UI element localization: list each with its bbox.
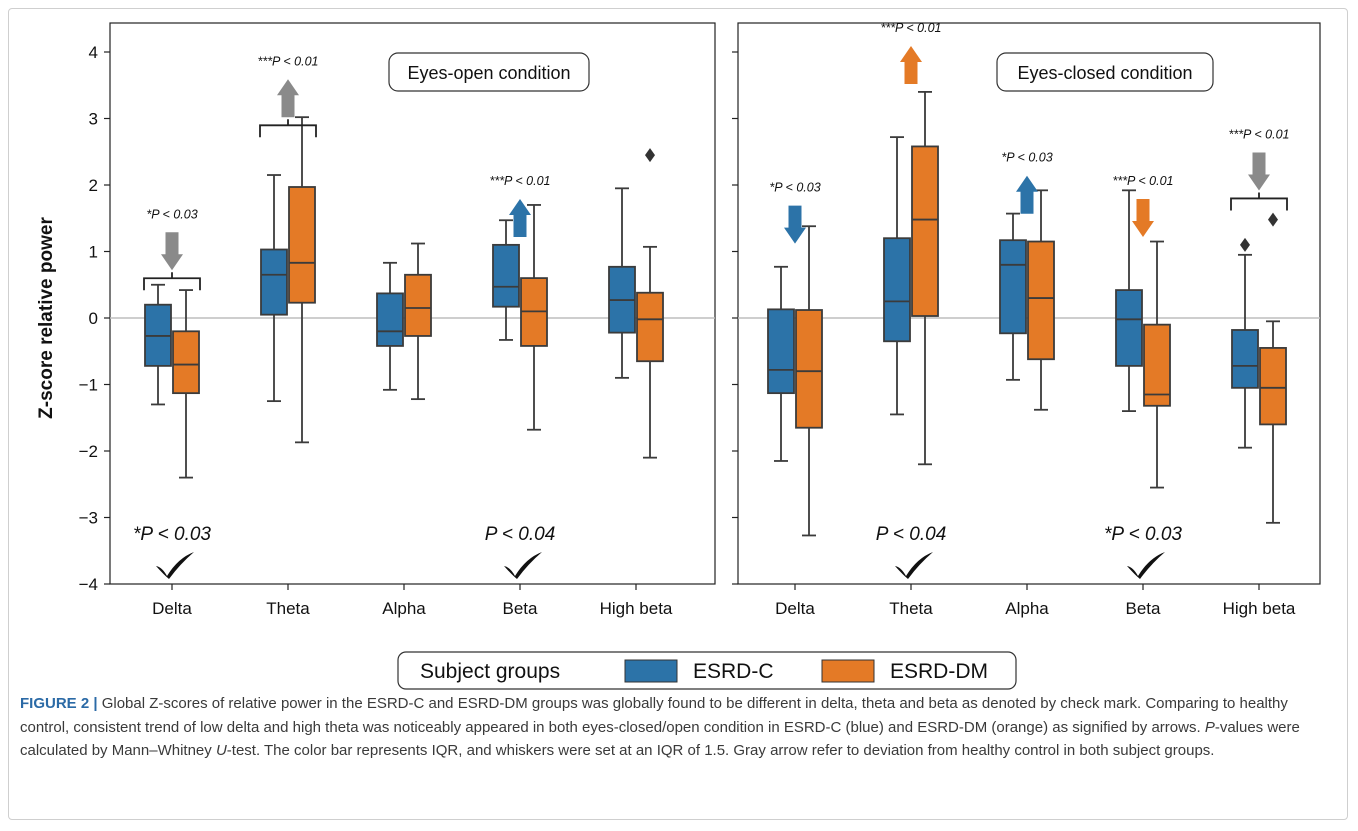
legend: Subject groups ESRD-C ESRD-DM (397, 651, 1017, 690)
bottom-p-value: P < 0.04 (485, 524, 556, 545)
caption-text-1: Global Z-scores of relative power in the… (20, 695, 1288, 736)
x-tick-label: Theta (266, 599, 310, 618)
box-esrd-dm (404, 273, 432, 337)
legend-swatch-esrd-c (624, 659, 678, 683)
panel-title-box (996, 52, 1214, 92)
legend-swatch-esrd-dm (821, 659, 875, 683)
panel-title-box (388, 52, 590, 92)
panel-frame (109, 22, 716, 585)
direction-arrow-up (900, 46, 922, 85)
outlier-point (1268, 212, 1278, 227)
box-esrd-c (1231, 329, 1259, 389)
box-esrd-dm (636, 291, 664, 363)
x-tick-label: Beta (503, 599, 539, 618)
box-esrd-c (492, 243, 520, 308)
box-esrd-c (883, 237, 911, 343)
box-esrd-c (260, 248, 288, 316)
direction-arrow-up (509, 199, 531, 237)
x-tick-label: Delta (152, 599, 192, 618)
significance-label: ***P < 0.01 (1228, 127, 1289, 141)
y-tick-label: 2 (89, 176, 98, 195)
figure-frame (8, 8, 1348, 820)
x-tick-label: Theta (889, 599, 933, 618)
significance-label: ***P < 0.01 (880, 21, 941, 35)
y-tick-label: −2 (79, 442, 98, 461)
box-esrd-c (1115, 289, 1143, 367)
box-plot-chart: 4 3 2 1 0 −1 −2 −3 −4 Eyes-open condition Delta The… (36, 21, 1321, 690)
caption-label: FIGURE 2 | (20, 695, 98, 712)
panel-eyes-open: 4 3 2 1 0 −1 −2 −3 −4 Eyes-open condition Delta The… (79, 22, 716, 618)
box-esrd-dm (172, 330, 200, 395)
legend-label-esrd-c: ESRD-C (693, 660, 774, 683)
significance-label: ***P < 0.01 (1112, 174, 1173, 188)
significance-label: ***P < 0.01 (257, 54, 318, 68)
legend-label-esrd-dm: ESRD-DM (890, 660, 988, 683)
y-tick-label: 1 (89, 243, 98, 262)
panel-eyes-closed: Eyes-closed condition Delta Theta Alpha Beta… (732, 21, 1321, 618)
significance-label: ***P < 0.01 (489, 174, 550, 188)
panel-frame (737, 22, 1321, 585)
y-tick-label: 0 (89, 309, 98, 328)
check-mark-icon (1127, 552, 1165, 579)
legend-title: Subject groups (420, 660, 560, 683)
direction-arrow-up (277, 79, 299, 118)
significance-label: *P < 0.03 (769, 181, 820, 195)
x-tick-label: High beta (1223, 599, 1296, 618)
caption-text-3: -test. The color bar represents IQR, and… (226, 742, 1215, 759)
caption-p-letter: P (1204, 718, 1215, 736)
y-tick-label: 4 (89, 43, 98, 62)
box-esrd-c (376, 292, 404, 347)
y-tick-label: −4 (79, 575, 98, 594)
box-esrd-dm (288, 186, 316, 304)
significance-bracket (259, 119, 317, 138)
y-axis-label: Z-score relative power (36, 217, 57, 419)
direction-arrow-up (1016, 175, 1038, 214)
x-tick-label: Alpha (1005, 599, 1049, 618)
box-esrd-dm (1027, 240, 1055, 361)
x-tick-label: Alpha (382, 599, 426, 618)
outlier-point (645, 148, 655, 163)
y-tick-label: 3 (89, 110, 98, 129)
significance-bracket (143, 272, 201, 291)
direction-arrow-down (1132, 199, 1154, 237)
panel-title: Eyes-closed condition (1017, 63, 1192, 83)
box-esrd-c (999, 239, 1027, 335)
box-esrd-dm (795, 309, 823, 429)
significance-label: *P < 0.03 (1001, 151, 1052, 165)
figure-caption: FIGURE 2 | Global Z-scores of relative p… (20, 692, 1340, 763)
x-tick-label: High beta (600, 599, 673, 618)
significance-label: *P < 0.03 (146, 207, 197, 221)
y-tick-label: −3 (79, 509, 98, 528)
outlier-point (1240, 237, 1250, 252)
significance-bracket (1230, 192, 1288, 211)
check-mark-icon (895, 552, 933, 579)
panel-title: Eyes-open condition (407, 63, 570, 83)
bottom-p-value: *P < 0.03 (133, 524, 211, 545)
bottom-p-value: *P < 0.03 (1104, 524, 1182, 545)
x-tick-label: Beta (1126, 599, 1162, 618)
x-tick-label: Delta (775, 599, 815, 618)
direction-arrow-down (784, 205, 806, 244)
bottom-p-value: P < 0.04 (876, 524, 947, 545)
caption-text-2: -values were calculated by Mann–Whitney (20, 718, 1300, 760)
caption-u-letter: U (215, 742, 227, 759)
box-esrd-dm (1143, 323, 1171, 407)
box-esrd-dm (911, 145, 939, 317)
direction-arrow-down (161, 232, 183, 271)
check-mark-icon (504, 552, 542, 579)
y-tick-label: −1 (79, 376, 98, 395)
direction-arrow-down (1248, 152, 1270, 191)
box-esrd-dm (1259, 347, 1287, 426)
box-esrd-c (767, 308, 795, 395)
check-mark-icon (156, 552, 194, 579)
